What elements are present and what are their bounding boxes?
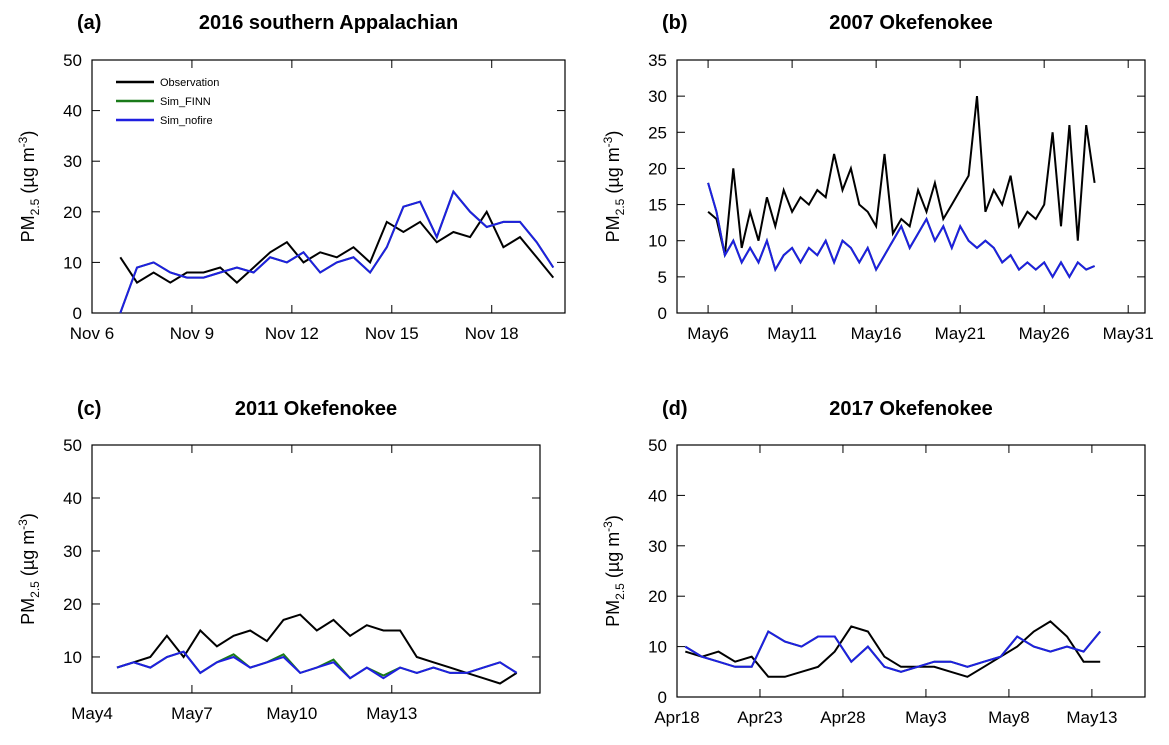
y-axis-label-part: PM <box>603 600 623 627</box>
y-tick-label: 25 <box>648 123 667 142</box>
y-tick-label: 0 <box>658 304 667 323</box>
y-tick-label: 10 <box>63 253 82 272</box>
x-tick-label: Apr28 <box>820 708 865 727</box>
y-axis-label-part: 2.5 <box>28 198 42 215</box>
legend-label: Sim_nofire <box>160 115 213 127</box>
panel-label: (c) <box>77 398 101 420</box>
x-tick-label: May6 <box>687 324 729 343</box>
y-tick-label: 5 <box>658 268 667 287</box>
y-axis-label-part: (µg m <box>18 147 38 198</box>
y-axis-label-part: PM <box>18 598 38 625</box>
x-tick-label: May8 <box>988 708 1030 727</box>
y-axis-label: PM2.5 (µg m-3) <box>16 131 42 243</box>
y-axis-label-part: ) <box>18 131 38 137</box>
y-axis-label-part: 2.5 <box>28 581 42 598</box>
y-axis-label-part: (µg m <box>18 530 38 581</box>
plot-frame <box>91 444 541 694</box>
chart-title: 2007 Okefenokee <box>829 12 992 34</box>
y-tick-label: 20 <box>63 203 82 222</box>
y-axis-label: PM2.5 (µg m-3) <box>601 515 627 627</box>
y-tick-label: 40 <box>63 489 82 508</box>
y-axis-label-part: 2.5 <box>613 583 627 600</box>
y-axis-label-part: PM <box>18 215 38 242</box>
y-tick-label: 35 <box>648 51 667 70</box>
y-tick-label: 40 <box>648 486 667 505</box>
y-tick-label: 50 <box>63 51 82 70</box>
x-tick-label: Nov 18 <box>465 324 519 343</box>
x-tick-label: May10 <box>266 704 317 723</box>
y-tick-label: 10 <box>63 648 82 667</box>
x-tick-label: May26 <box>1019 324 1070 343</box>
series-line <box>684 630 1101 673</box>
y-axis-label-part: -3 <box>16 519 30 530</box>
x-tick-label: May13 <box>366 704 417 723</box>
series-line <box>707 182 1095 279</box>
x-tick-label: Nov 12 <box>265 324 319 343</box>
y-tick-label: 20 <box>648 159 667 178</box>
x-tick-label: May11 <box>767 324 817 343</box>
x-tick-label: May21 <box>935 324 986 343</box>
y-axis-label-part: -3 <box>601 521 615 532</box>
x-tick-label: May13 <box>1066 708 1117 727</box>
y-axis-label-part: (µg m <box>603 532 623 583</box>
series-line <box>707 182 1095 279</box>
y-tick-label: 10 <box>648 638 667 657</box>
y-tick-label: 10 <box>648 232 667 251</box>
y-axis-label-part: ) <box>18 513 38 519</box>
plot-frame <box>91 59 566 314</box>
series-line <box>119 189 555 314</box>
x-tick-label: Nov 15 <box>365 324 419 343</box>
panel-label: (d) <box>662 398 688 420</box>
x-tick-label: May31 <box>1103 324 1154 343</box>
series-line <box>684 630 1101 673</box>
panel-label: (b) <box>662 12 688 34</box>
y-tick-label: 50 <box>63 436 82 455</box>
y-axis-label-part: ) <box>603 515 623 521</box>
series-line <box>119 189 555 314</box>
y-axis-label-part: 2.5 <box>613 198 627 215</box>
plot-frame <box>676 59 1146 314</box>
chart-title: 2011 Okefenokee <box>235 398 397 420</box>
y-tick-label: 20 <box>648 587 667 606</box>
chart-title: 2016 southern Appalachian <box>199 12 458 34</box>
panel-label: (a) <box>77 12 101 34</box>
y-tick-label: 30 <box>63 152 82 171</box>
y-axis-label-part: ) <box>603 131 623 137</box>
y-tick-label: 30 <box>63 542 82 561</box>
y-tick-label: 20 <box>63 595 82 614</box>
plot-frame <box>676 444 1146 698</box>
y-axis-label: PM2.5 (µg m-3) <box>601 131 627 243</box>
series-line <box>116 650 518 680</box>
series-line <box>116 650 518 680</box>
legend-label: Sim_FINN <box>160 96 211 108</box>
y-axis-label: PM2.5 (µg m-3) <box>16 513 42 625</box>
y-tick-label: 30 <box>648 87 667 106</box>
y-axis-label-part: PM <box>603 215 623 242</box>
y-tick-label: 0 <box>73 304 82 323</box>
x-tick-label: Apr18 <box>654 708 699 727</box>
y-tick-label: 0 <box>658 688 667 707</box>
x-tick-label: May16 <box>851 324 902 343</box>
x-tick-label: Apr23 <box>737 708 782 727</box>
series-line <box>119 209 555 284</box>
y-tick-label: 50 <box>648 436 667 455</box>
x-tick-label: Nov 9 <box>170 324 214 343</box>
chart-title: 2017 Okefenokee <box>829 398 992 420</box>
y-tick-label: 30 <box>648 537 667 556</box>
y-axis-label-part: (µg m <box>603 147 623 198</box>
legend-label: Observation <box>160 77 219 89</box>
x-tick-label: May7 <box>171 704 213 723</box>
y-tick-label: 40 <box>63 102 82 121</box>
x-tick-label: May4 <box>71 704 113 723</box>
series-line <box>707 95 1096 256</box>
series-line <box>116 613 518 685</box>
y-tick-label: 15 <box>648 196 667 215</box>
y-axis-label-part: -3 <box>601 136 615 147</box>
y-axis-label-part: -3 <box>16 136 30 147</box>
x-tick-label: May3 <box>905 708 947 727</box>
x-tick-label: Nov 6 <box>70 324 114 343</box>
